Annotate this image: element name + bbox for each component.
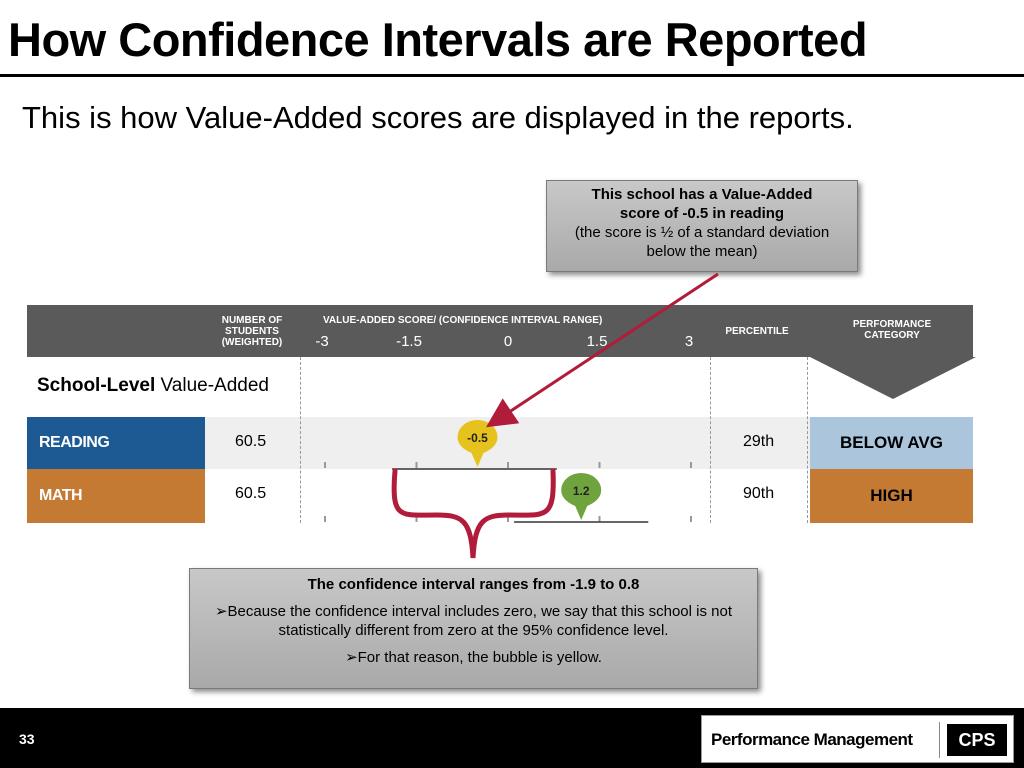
confidence-callout-point1: ➢Because the confidence interval include… (214, 603, 733, 639)
value-added-table: NUMBER OF STUDENTS (WEIGHTED) VALUE-ADDE… (27, 305, 976, 523)
performance-header-arrow (810, 357, 976, 399)
score-callout-line2: score of -0.5 in reading (619, 205, 785, 222)
confidence-callout-point2: ➢For that reason, the bubble is yellow. (345, 649, 602, 666)
header-performance-line1: PERFORMANCE (852, 319, 932, 330)
table-row-math: MATH 60.5 90th HIGH (27, 469, 973, 523)
logo-divider (939, 722, 940, 758)
scale-label: 1.5 (586, 333, 608, 350)
students-value: 60.5 (235, 433, 267, 450)
column-divider (710, 357, 711, 523)
section-title-bold: School-Level (37, 375, 156, 396)
header-percentile: PERCENTILE (725, 326, 789, 337)
header-students-line1: NUMBER OF (221, 315, 283, 326)
header-students-line3: (WEIGHTED) (221, 337, 283, 348)
subject-label: MATH (27, 469, 205, 523)
score-callout: This school has a Value-Added score of -… (546, 180, 858, 272)
column-divider (807, 357, 808, 523)
score-callout-line3: (the score is ½ of a standard deviation (574, 224, 830, 241)
percentile-value: 90th (743, 485, 775, 502)
slide-subtitle: This is how Value-Added scores are displ… (22, 100, 854, 135)
subject-label: READING (27, 417, 205, 469)
column-divider (300, 357, 301, 523)
section-title: School-Level Value-Added (37, 375, 269, 397)
scale-label: 0 (503, 333, 513, 350)
scale-label: 3 (684, 333, 694, 350)
confidence-callout-heading: The confidence interval ranges from -1.9… (307, 576, 640, 593)
performance-category: HIGH (810, 469, 973, 523)
performance-category: BELOW AVG (810, 417, 973, 469)
header-performance-line2: CATEGORY (864, 330, 920, 341)
logo-text: Performance Management (711, 730, 913, 749)
header-score: VALUE-ADDED SCORE/ (CONFIDENCE INTERVAL … (323, 315, 603, 326)
percentile-value: 29th (743, 433, 775, 450)
slide-title: How Confidence Intervals are Reported (8, 13, 868, 66)
page-number: 33 (19, 731, 35, 747)
header-performance: PERFORMANCE CATEGORY (832, 319, 952, 341)
score-callout-line4: below the mean) (646, 243, 758, 260)
score-callout-line1: This school has a Value-Added (591, 186, 813, 203)
students-value: 60.5 (235, 485, 267, 502)
confidence-callout: The confidence interval ranges from -1.9… (189, 568, 758, 689)
table-row-reading: READING 60.5 29th BELOW AVG (27, 417, 973, 469)
scale-label: -1.5 (396, 333, 422, 350)
header-students-line2: STUDENTS (225, 326, 279, 337)
section-title-rest: Value-Added (155, 375, 269, 396)
cps-logo-box: CPS (947, 724, 1007, 756)
title-underline (0, 74, 1024, 77)
scale-label: -3 (315, 333, 329, 350)
header-students: NUMBER OF STUDENTS (WEIGHTED) (207, 315, 297, 348)
performance-management-logo: Performance Management CPS (701, 715, 1014, 763)
